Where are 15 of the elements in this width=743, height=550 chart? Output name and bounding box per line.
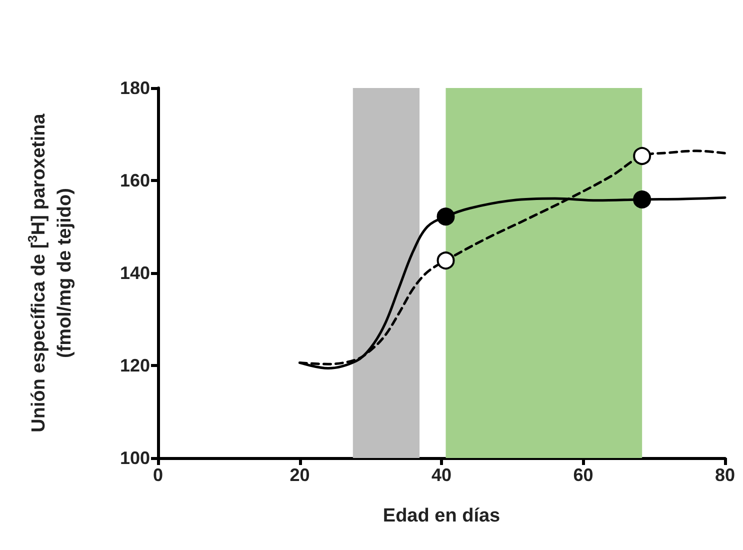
y-tick-label: 120 bbox=[120, 356, 150, 376]
point bbox=[633, 190, 652, 208]
y-tick-label: 140 bbox=[120, 263, 150, 283]
y-tick-label: 160 bbox=[120, 170, 150, 190]
point bbox=[436, 252, 455, 270]
x-tick-label: 20 bbox=[290, 465, 310, 485]
x-tick-label: 60 bbox=[573, 465, 594, 485]
y-tick-label: 100 bbox=[120, 448, 150, 468]
x-tick-label: 80 bbox=[714, 465, 736, 485]
point bbox=[633, 146, 652, 165]
x-tick-label: 0 bbox=[152, 465, 164, 485]
y-tick-label: 180 bbox=[120, 78, 150, 98]
x-axis-title: Edad en días bbox=[382, 506, 500, 526]
point bbox=[436, 208, 455, 226]
x-tick-label: 40 bbox=[431, 465, 452, 485]
